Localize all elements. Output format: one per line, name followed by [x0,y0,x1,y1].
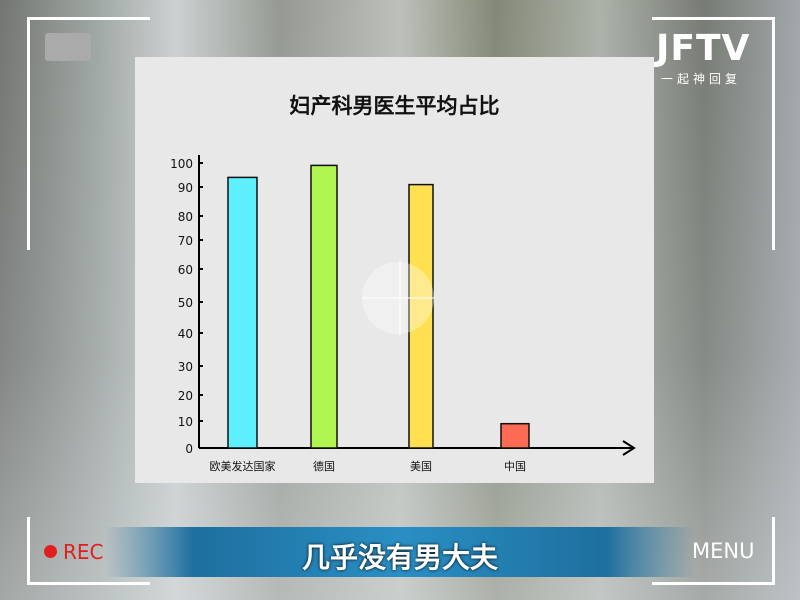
frame-corner-top-right [652,17,775,250]
x-tick-label: 中国 [504,460,526,473]
bar-chart: 0 10 20 30 40 50 60 70 80 90 100 欧美发达国家 德国 美国 中国 [170,155,636,473]
channel-slogan: 一起神回复 [661,72,742,86]
x-tick-label: 美国 [410,460,432,473]
chart-title: 妇产科男医生平均占比 [289,94,500,118]
y-tick-label: 50 [178,296,193,310]
bar-0 [227,176,258,449]
frame-corner-bottom-right [652,517,775,585]
frame-corner-top-left [27,17,150,250]
record-dot-icon [44,545,57,558]
x-tick-label: 欧美发达国家 [210,459,276,473]
y-tick-label: 70 [178,234,193,248]
bar-3 [500,422,530,449]
frame-corner-bottom-left [27,517,150,585]
menu-label: MENU [692,539,755,563]
x-axis-arrow [622,440,636,456]
caption-banner [105,527,695,577]
y-tick-label: 30 [178,360,193,374]
y-tick-label: 20 [178,389,193,403]
chart-panel: 妇产科男医生平均占比 0 10 20 30 40 50 60 70 80 90 100 欧美发达国家 德… [135,57,654,483]
y-tick-label: 100 [170,157,193,171]
y-tick-label: 10 [178,415,193,429]
y-tick-label: 0 [185,442,193,456]
y-tick-label: 60 [178,263,193,277]
y-tick-label: 90 [178,181,193,195]
subtitle-caption: 几乎没有男大夫 [301,541,498,574]
bar-2 [408,183,434,449]
bar-1 [310,164,338,449]
y-tick-label: 80 [178,210,193,224]
channel-logo: JFTV [656,28,751,69]
rec-indicator: REC [44,540,104,564]
camera-battery-icon [45,33,91,61]
y-tick-label: 40 [178,327,193,341]
rec-label: REC [63,540,104,564]
x-tick-label: 德国 [313,459,335,473]
